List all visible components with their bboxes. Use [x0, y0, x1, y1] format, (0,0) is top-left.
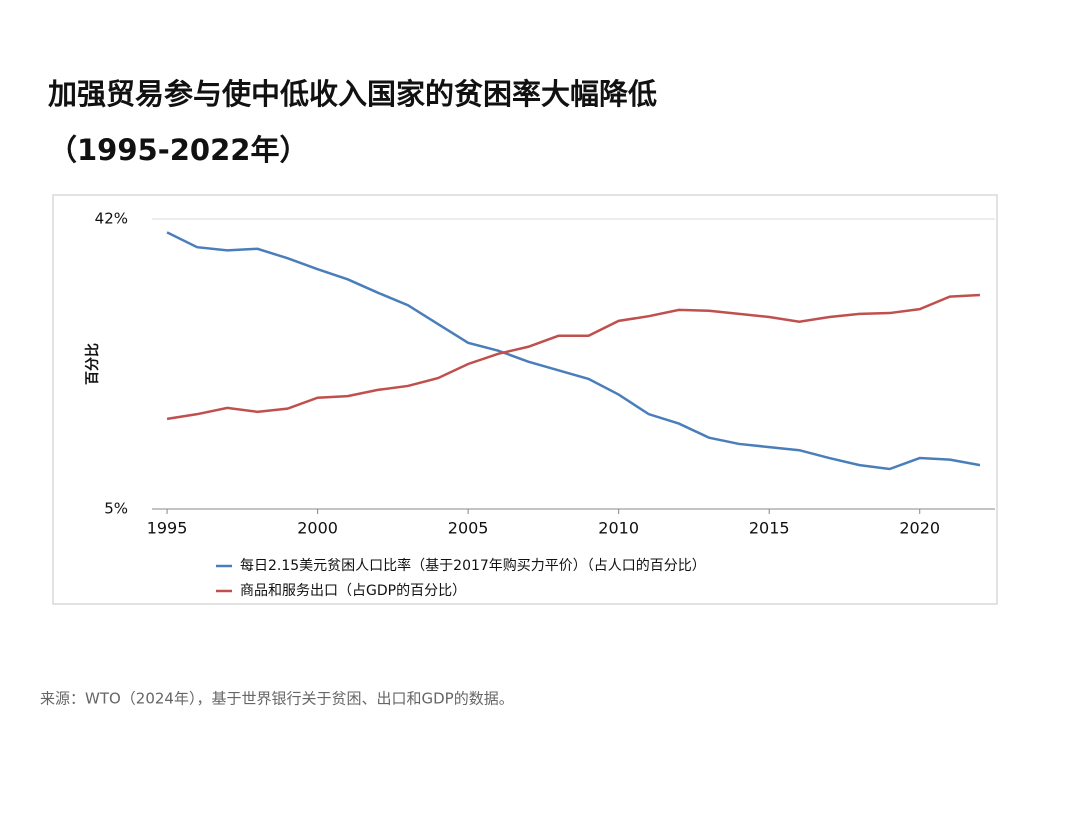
chart-subtitle: （1995-2022年） — [48, 133, 308, 167]
y-axis-label: 百分比 — [84, 343, 101, 385]
x-tick-label: 2020 — [899, 519, 940, 538]
chart-title: 加强贸易参与使中低收入国家的贫困率大幅降低 — [48, 77, 657, 111]
series-line — [166, 293, 981, 421]
source-note: 来源：WTO（2024年），基于世界银行关于贫困、出口和GDP的数据。 — [40, 690, 514, 708]
chart-frame — [52, 194, 998, 605]
x-tick-label: 2010 — [598, 519, 639, 538]
x-tick-label: 2000 — [297, 519, 338, 538]
x-tick-label: 2005 — [448, 519, 489, 538]
x-tick-label: 1995 — [147, 519, 188, 538]
legend-label: 商品和服务出口（占GDP的百分比） — [240, 583, 466, 599]
y-tick-label: 42% — [95, 210, 128, 228]
legend-label: 每日2.15美元贫困人口比率（基于2017年购买力平价）（占人口的百分比） — [240, 557, 706, 574]
x-tick-label: 2015 — [749, 519, 790, 538]
series-line — [166, 231, 981, 471]
y-tick-label: 5% — [104, 500, 128, 518]
